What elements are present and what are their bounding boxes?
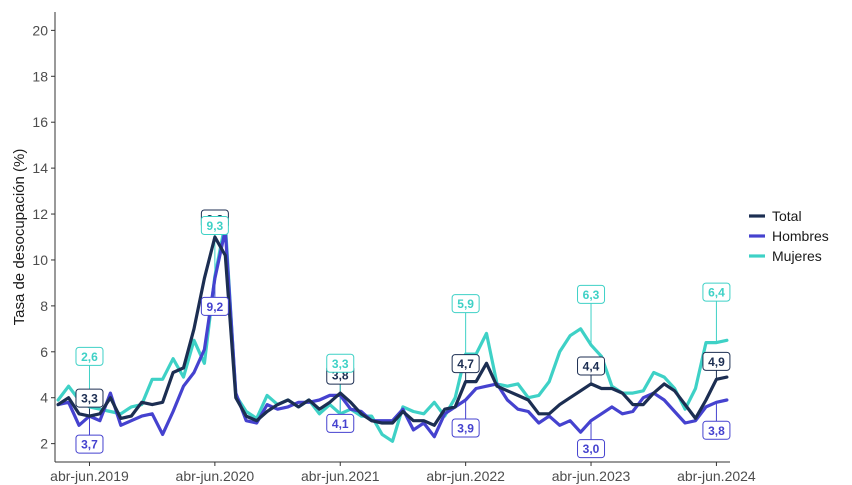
- data-label-box: [326, 353, 355, 373]
- data-label-box: [577, 284, 606, 304]
- series-line-total: [56, 235, 729, 427]
- y-tick-label: 16: [32, 114, 48, 130]
- x-tick-label: abr-jun.2022: [426, 468, 505, 484]
- y-tick-label: 14: [32, 160, 48, 176]
- data-label: 4,7: [457, 357, 474, 371]
- data-label: 6,3: [583, 288, 600, 302]
- x-tick-label: abr-jun.2020: [176, 468, 255, 484]
- data-label-box: [577, 439, 606, 459]
- legend-label-total: Total: [772, 208, 802, 224]
- data-label: 9,2: [207, 300, 224, 314]
- data-label-box: [451, 354, 480, 374]
- data-label-box: [326, 413, 355, 433]
- series-lines: [56, 221, 729, 443]
- data-label-box: [451, 294, 480, 314]
- y-tick-label: 12: [32, 206, 48, 222]
- x-tick-label: abr-jun.2023: [552, 468, 631, 484]
- x-tick-label: abr-jun.2019: [50, 468, 129, 484]
- data-label: 9,3: [207, 219, 224, 233]
- data-label: 4,1: [332, 417, 349, 431]
- data-label-box: [577, 356, 606, 376]
- data-label: 5,9: [457, 297, 474, 311]
- y-tick-label: 18: [32, 68, 48, 84]
- data-label-box: [702, 420, 731, 440]
- data-label: 4,4: [583, 359, 600, 373]
- data-label-box: [75, 346, 104, 366]
- series-line-hombres: [56, 228, 729, 439]
- x-tick-label: abr-jun.2024: [677, 468, 756, 484]
- data-label-box: [200, 216, 229, 236]
- data-label: 3,7: [81, 438, 98, 452]
- y-tick-label: 4: [40, 390, 48, 406]
- data-label: 3,3: [81, 392, 98, 406]
- data-label-box: [702, 282, 731, 302]
- legend-label-hombres: Hombres: [772, 228, 829, 244]
- data-label-box: [451, 418, 480, 438]
- y-tick-label: 6: [40, 344, 48, 360]
- data-label-box: [702, 351, 731, 371]
- data-label: 6,4: [708, 286, 725, 300]
- data-label: 3,3: [332, 357, 349, 371]
- y-ticks: 2 4 6 8 10 12 14 16 18 20: [32, 22, 55, 452]
- axes: [54, 12, 730, 463]
- x-tick-label: abr-jun.2021: [301, 468, 380, 484]
- y-axis-title: Tasa de desocupación (%): [11, 149, 28, 326]
- data-label: 4,9: [708, 355, 725, 369]
- x-ticks: abr-jun.2019 abr-jun.2020 abr-jun.2021 abr-…: [50, 462, 756, 484]
- data-label: 2,6: [81, 350, 98, 364]
- data-label-box: [200, 296, 229, 316]
- legend: Total Hombres Mujeres: [749, 208, 829, 264]
- legend-label-mujeres: Mujeres: [772, 248, 822, 264]
- data-label-box: [75, 434, 104, 454]
- data-label-box: [75, 388, 104, 408]
- y-tick-label: 20: [32, 22, 48, 38]
- y-tick-label: 2: [40, 436, 48, 452]
- data-label: 3,9: [457, 422, 474, 436]
- series-line-mujeres: [56, 221, 729, 443]
- y-tick-label: 10: [32, 252, 48, 268]
- y-tick-label: 8: [40, 298, 48, 314]
- data-labels: 3,33,72,69,29,29,33,84,13,34,73,95,94,43…: [75, 209, 731, 459]
- data-label: 3,8: [708, 424, 725, 438]
- data-label: 3,0: [583, 442, 600, 456]
